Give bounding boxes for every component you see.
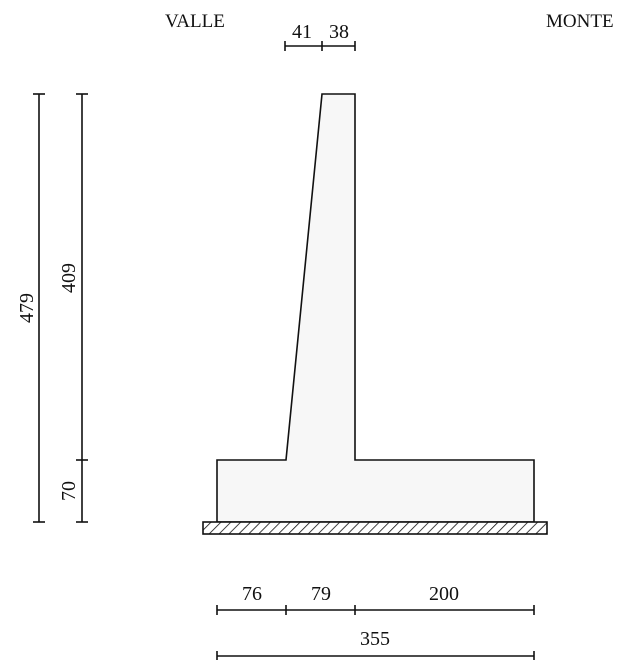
base-height-label: 70 xyxy=(58,481,80,501)
heel-width-label: 200 xyxy=(429,583,459,605)
top-dimension: 41 38 xyxy=(284,21,356,51)
stem-base-width-label: 79 xyxy=(311,583,331,605)
retaining-wall-section xyxy=(216,93,535,523)
top-right-dimension-label: 38 xyxy=(329,21,349,43)
top-left-dimension-label: 41 xyxy=(292,21,312,43)
total-height-label: 479 xyxy=(16,293,38,323)
toe-width-label: 76 xyxy=(242,583,262,605)
valle-label: VALLE xyxy=(165,11,225,32)
base-segments-dimension: 76 79 200 xyxy=(216,583,535,615)
total-height-dimension: 479 xyxy=(16,93,45,523)
stem-base-height-dimension: 409 70 xyxy=(58,93,88,523)
foundation-hatch xyxy=(202,521,548,535)
total-width-dimension: 355 xyxy=(216,628,535,660)
stem-height-label: 409 xyxy=(58,263,80,293)
monte-label: MONTE xyxy=(546,11,614,32)
total-width-label: 355 xyxy=(360,628,390,650)
